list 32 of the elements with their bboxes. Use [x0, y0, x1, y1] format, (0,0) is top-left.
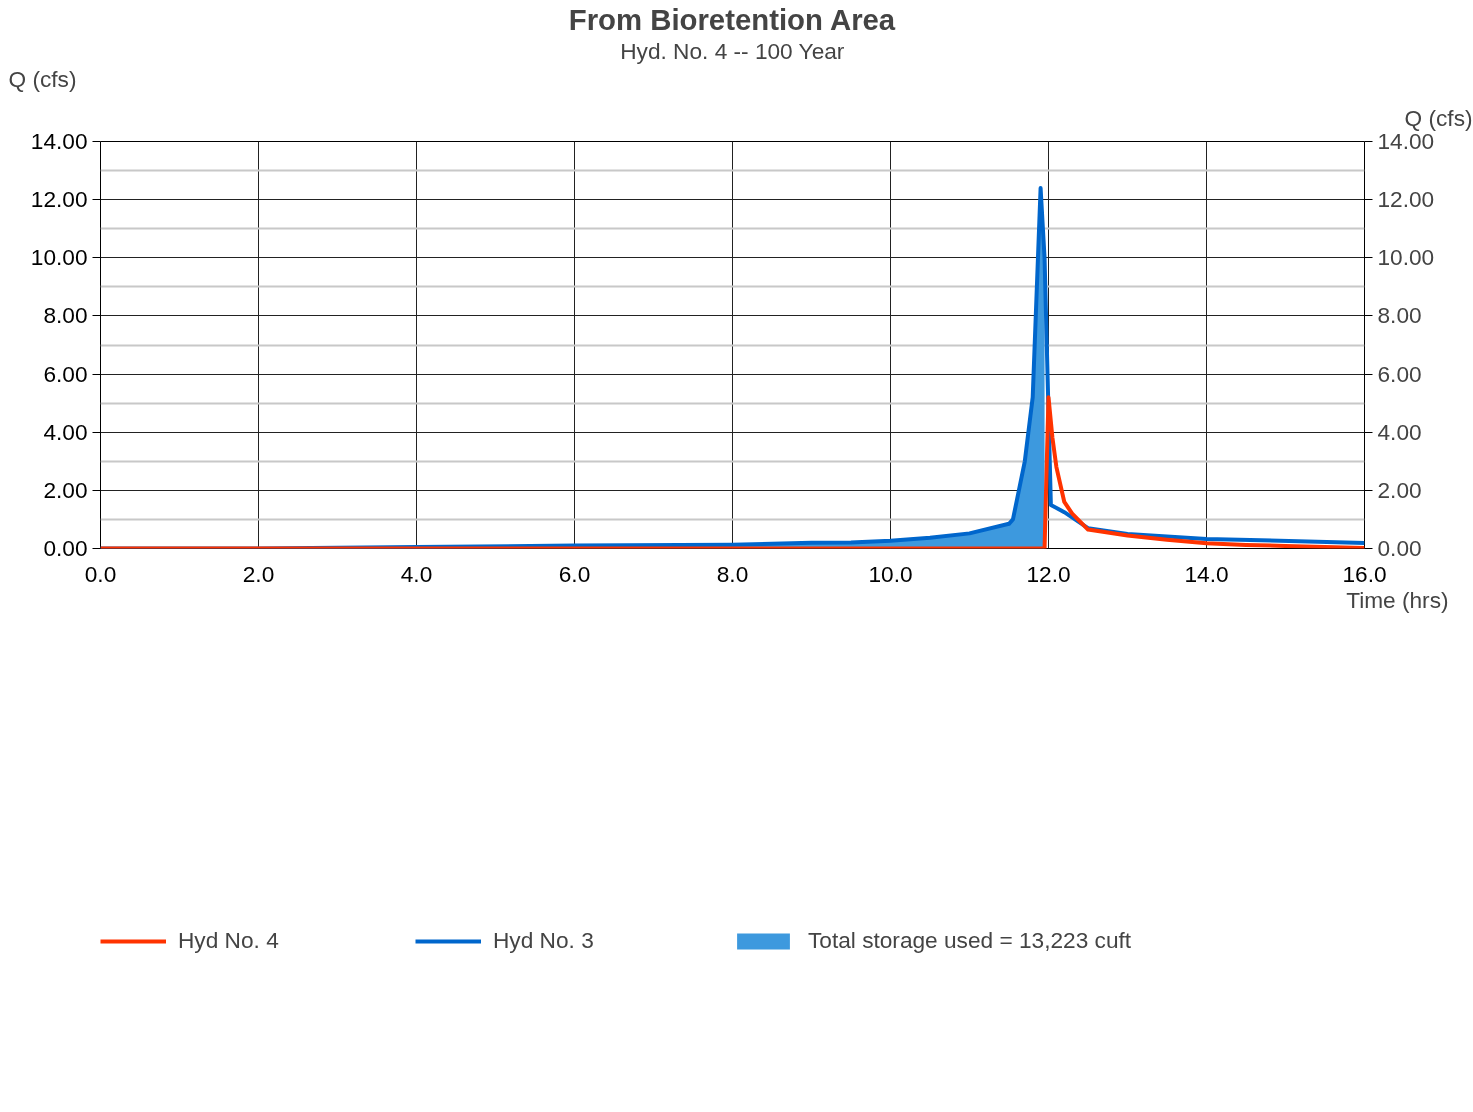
- y2-tick-label: 8.00: [1377, 302, 1422, 329]
- chart-title: From Bioretention Area: [568, 2, 896, 36]
- x-tick-label: 4.0: [400, 560, 433, 587]
- y-tick-label: 2.00: [43, 476, 88, 503]
- y-tick-label: 6.00: [43, 360, 88, 387]
- legend-label: Hyd No. 4: [178, 927, 280, 955]
- y-tick-label: 4.00: [43, 418, 88, 445]
- y2-tick-label: 6.00: [1377, 360, 1422, 387]
- x-tick-label: 8.0: [716, 560, 749, 587]
- x-tick-label: 2.0: [242, 560, 275, 587]
- y2-tick-label: 0.00: [1377, 535, 1422, 561]
- x-tick-label: 12.0: [1026, 560, 1071, 587]
- chart-subtitle: Hyd. No. 4 -- 100 Year: [620, 37, 845, 64]
- x-axis-title: Time (hrs): [1346, 586, 1449, 613]
- y-tick-label: 0.00: [43, 535, 88, 561]
- y-tick-label: 14.00: [30, 128, 88, 154]
- y-axis-title: Q (cfs): [8, 65, 77, 92]
- x-tick-label: 16.0: [1342, 560, 1387, 587]
- x-tick-label: 6.0: [558, 560, 591, 587]
- x-tick-label: 0.0: [84, 560, 117, 587]
- y-tick-label: 8.00: [43, 302, 88, 329]
- x-tick-label: 10.0: [868, 560, 913, 587]
- legend-label: Total storage used = 13,223 cuft: [808, 927, 1132, 955]
- y-tick-label: 12.00: [30, 186, 88, 213]
- y2-tick-label: 12.00: [1377, 186, 1435, 213]
- x-tick-label: 14.0: [1184, 560, 1229, 587]
- y-tick-label: 10.00: [30, 244, 88, 271]
- legend-label: Hyd No. 3: [493, 927, 595, 955]
- y2-tick-label: 4.00: [1377, 418, 1422, 445]
- line-series: [100, 395, 1365, 549]
- y2-tick-label: 10.00: [1377, 244, 1435, 271]
- y2-tick-label: 2.00: [1377, 476, 1422, 503]
